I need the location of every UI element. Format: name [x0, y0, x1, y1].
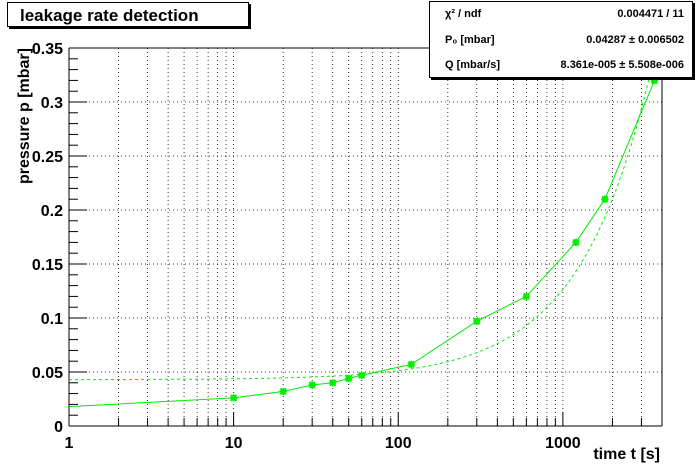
- data-point-stroke: [407, 360, 415, 369]
- x-tick-label: 1000: [545, 435, 581, 452]
- data-point: [650, 76, 659, 84]
- y-tick-label: 0.25: [32, 149, 63, 166]
- data-point: [329, 379, 337, 387]
- x-axis-title: time t [s]: [593, 446, 660, 463]
- stat-value-p0: 0.04287 ± 0.006502: [586, 34, 684, 46]
- y-tick-label: 0.05: [32, 365, 63, 382]
- stat-row-q: Q [mbar/s] 8.361e-005 ± 5.508e-006: [430, 57, 692, 75]
- y-tick-label: 0.35: [32, 41, 63, 58]
- data-point-stroke: [572, 238, 580, 246]
- data-point: [522, 292, 530, 300]
- data-point: [473, 317, 481, 325]
- stat-row-p0: P₀ [mbar] 0.04287 ± 0.006502: [430, 32, 692, 50]
- y-tick-label: 0.2: [41, 203, 63, 220]
- y-tick-label: 0.15: [32, 257, 63, 274]
- data-point: [279, 387, 287, 396]
- stat-row-chi2: χ² / ndf 0.004471 / 11: [430, 6, 692, 24]
- series-line: [68, 80, 655, 408]
- data-point: [572, 238, 580, 246]
- data-point-stroke: [650, 76, 659, 84]
- data-point: [230, 394, 238, 402]
- data-point-stroke: [601, 195, 609, 203]
- x-tick-label: 100: [385, 435, 412, 452]
- data-point-stroke: [230, 394, 238, 402]
- data-point: [308, 381, 316, 389]
- data-point: [407, 360, 415, 369]
- chart-title: leakage rate detection: [7, 2, 249, 27]
- fit-stats-box: χ² / ndf 0.004471 / 11 P₀ [mbar] 0.04287…: [429, 1, 693, 78]
- stat-key-chi2: χ² / ndf: [445, 8, 482, 20]
- data-point: [601, 195, 609, 203]
- data-point-stroke: [329, 379, 337, 387]
- data-point-stroke: [345, 374, 353, 383]
- y-axis-title: pressure p [mbar]: [16, 48, 33, 184]
- stat-value-chi2: 0.004471 / 11: [617, 8, 684, 20]
- y-tick-label: 0: [54, 419, 63, 436]
- stat-key-p0: P₀ [mbar]: [445, 34, 495, 46]
- y-tick-label: 0.1: [41, 311, 63, 328]
- data-point-stroke: [279, 387, 287, 396]
- stat-key-q: Q [mbar/s]: [445, 59, 501, 71]
- y-tick-label: 0.3: [41, 95, 63, 112]
- data-point-stroke: [358, 371, 366, 379]
- data-point: [358, 371, 366, 379]
- data-point-stroke: [522, 292, 530, 300]
- x-tick-label: 10: [225, 435, 243, 452]
- data-point-stroke: [473, 317, 481, 325]
- stat-value-q: 8.361e-005 ± 5.508e-006: [560, 59, 684, 71]
- data-point-stroke: [308, 381, 316, 389]
- data-point: [345, 374, 353, 383]
- x-tick-label: 1: [65, 435, 74, 452]
